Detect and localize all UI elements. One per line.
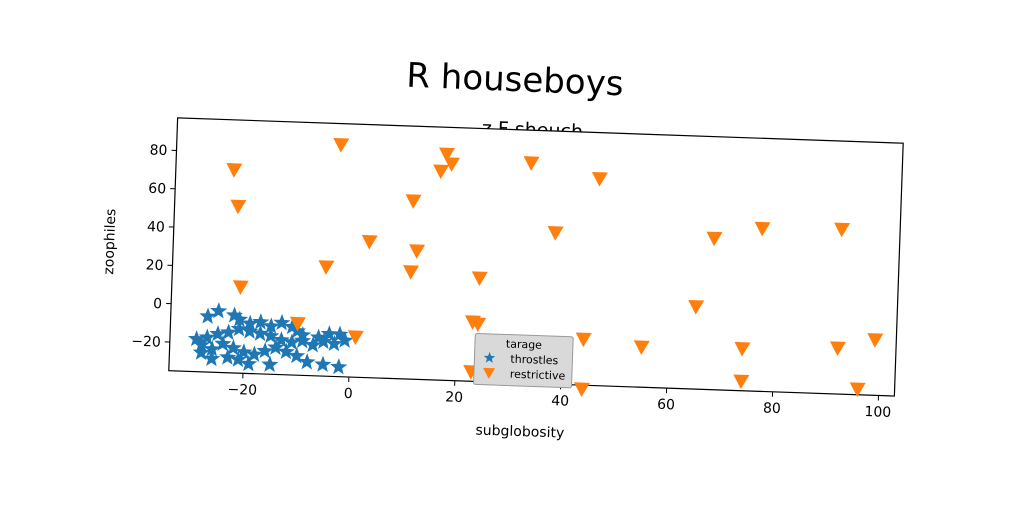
y-tick-label: 20: [145, 257, 163, 274]
x-tick-label: 80: [763, 400, 781, 417]
chart-suptitle: R houseboys: [406, 56, 625, 105]
legend-label-throstles: throstles: [510, 353, 559, 368]
point-restrictive-30: [573, 382, 589, 397]
x-axis-label: subglobosity: [475, 422, 564, 441]
y-tick-label: 80: [149, 143, 167, 160]
y-tick-label: 0: [153, 296, 162, 312]
x-tick-label: 0: [344, 386, 353, 402]
x-tick-label: 100: [864, 404, 891, 421]
x-tick-label: −20: [227, 382, 257, 399]
y-axis-label: zoophiles: [101, 208, 119, 274]
y-tick-label: 40: [147, 219, 165, 236]
legend-title: tarage: [506, 337, 543, 351]
x-tick-label: 60: [657, 397, 675, 414]
y-tick-label: 60: [148, 181, 166, 198]
x-tick-label: 20: [445, 389, 463, 406]
y-tick-label: −20: [131, 334, 161, 351]
legend-label-restrictive: restrictive: [510, 368, 566, 383]
x-tick-label: 40: [551, 393, 569, 410]
